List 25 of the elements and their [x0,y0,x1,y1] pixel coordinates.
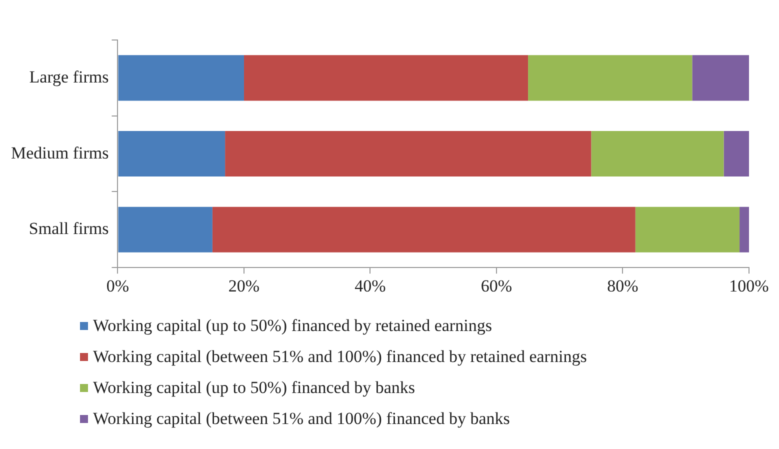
y-tick-label: Small firms [28,219,109,238]
legend-label: Working capital (up to 50%) financed by banks [93,378,416,398]
y-tick-label: Medium firms [10,143,109,162]
x-tick-label: 0% [106,276,130,296]
bar [244,55,528,101]
bar [212,206,636,252]
x-tick-label: 80% [607,276,638,296]
x-tick-label: 20% [228,276,260,296]
bar [635,206,740,252]
legend-label: Working capital (up to 50%) financed by retained earnings [93,316,492,336]
legend-label: Working capital (between 51% and 100%) financed by banks [93,408,510,428]
bar [724,131,749,177]
x-tick-label: 100% [729,276,769,296]
x-tick-label: 60% [480,276,512,296]
bar [225,131,592,177]
x-tick-label: 40% [354,276,386,296]
bar [118,131,226,177]
y-tick-label: Large firms [29,67,109,86]
bar [118,206,212,252]
bar [118,55,244,101]
bar [528,55,692,101]
bar [740,206,749,252]
legend-label: Working capital (between 51% and 100%) financed by retained earnings [93,346,587,366]
bar [591,131,724,177]
bar [692,55,749,101]
